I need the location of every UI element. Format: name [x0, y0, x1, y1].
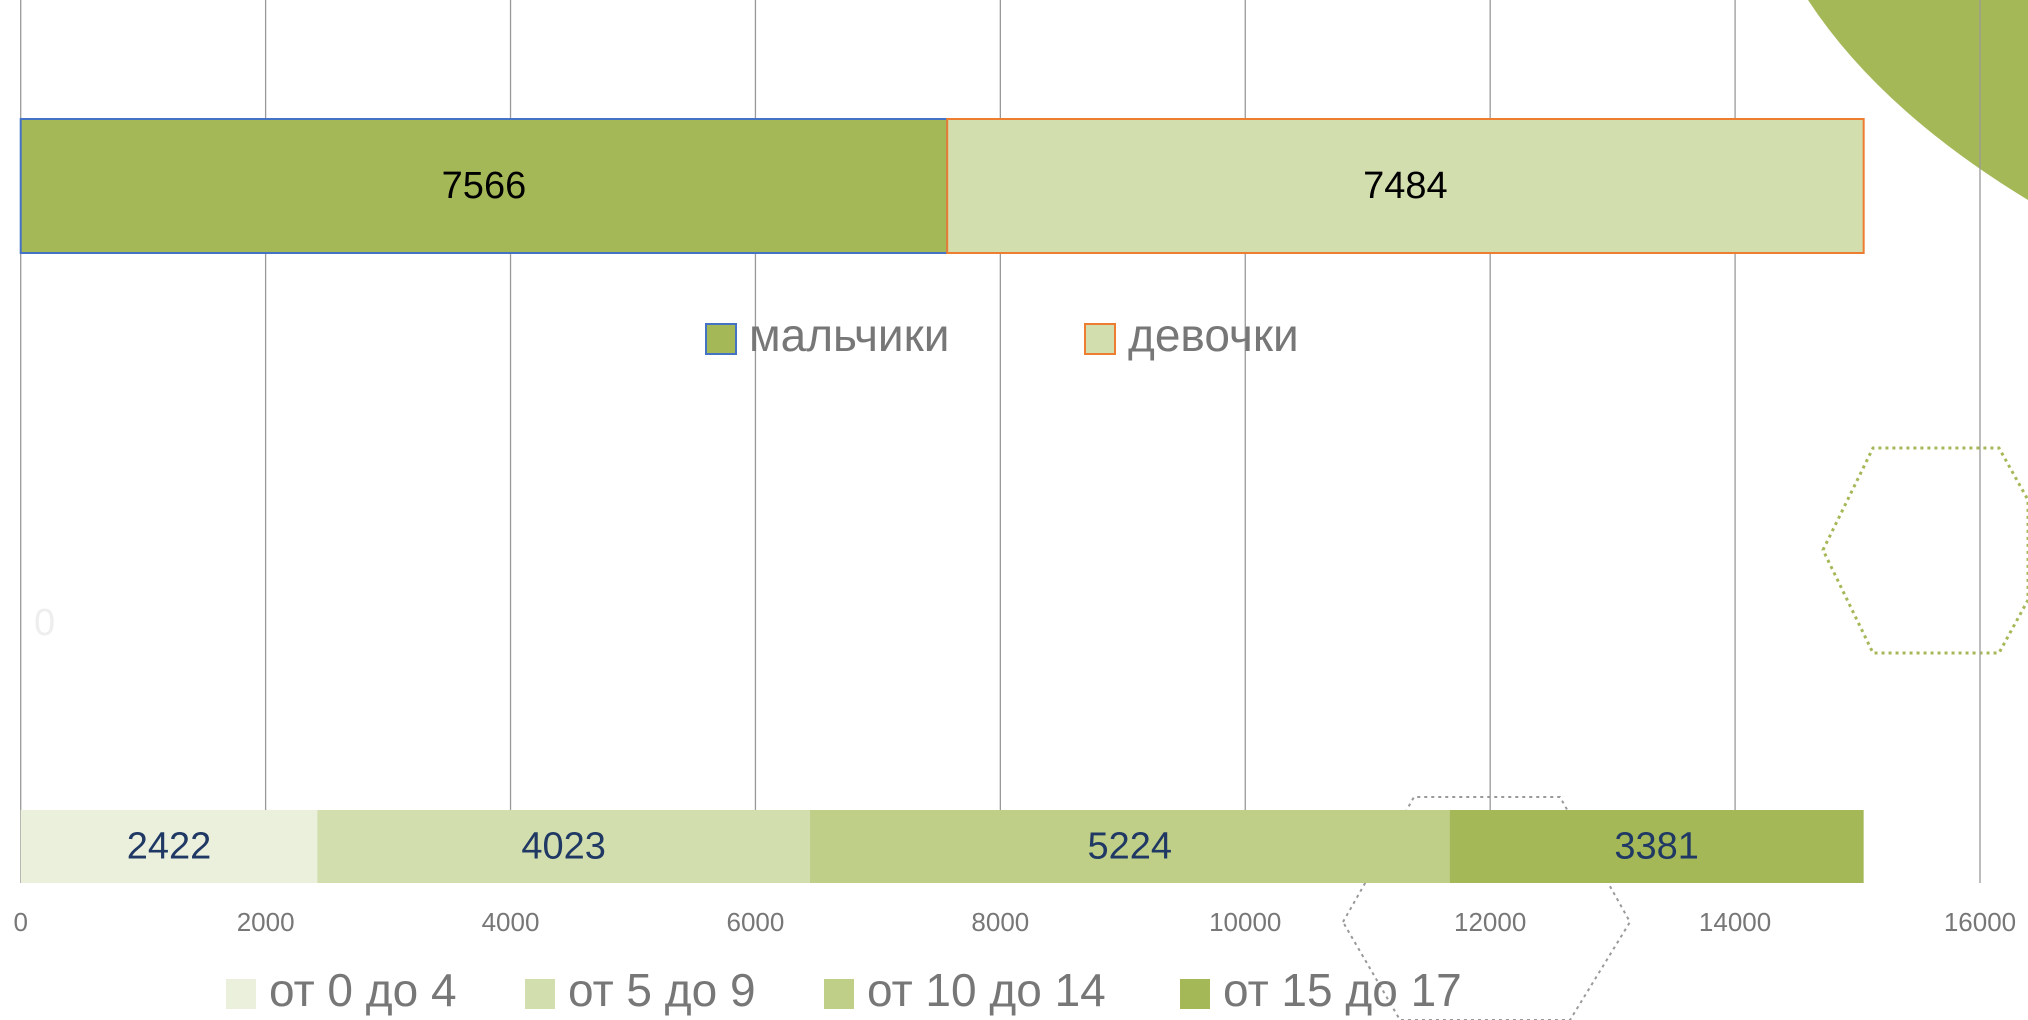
legend-swatch: [1085, 324, 1115, 354]
page: 0 2000 4000 6000 8000 10000 12000 14000 16000 756…: [0, 0, 2028, 1020]
x-tick-label: 6000: [727, 907, 785, 937]
x-tick-label: 2000: [237, 907, 295, 937]
legend-label: мальчики: [749, 309, 949, 361]
data-label: 7484: [1363, 165, 1448, 207]
legend-swatch: [706, 324, 736, 354]
x-tick-label: 12000: [1454, 907, 1526, 937]
legend-swatch: [824, 979, 854, 1009]
legend-label: от 15 до 17: [1223, 964, 1462, 1016]
x-tick-label: 8000: [971, 907, 1029, 937]
x-tick-label: 4000: [482, 907, 540, 937]
data-label: 7566: [442, 165, 527, 207]
legend-swatch: [525, 979, 555, 1009]
marks: 0 2000 4000 6000 8000 10000 12000 14000 16000 756…: [13, 119, 2016, 1016]
data-label: 3381: [1614, 826, 1699, 868]
x-tick-label: 0: [13, 907, 27, 937]
x-tick-label: 16000: [1944, 907, 2016, 937]
legend-swatch: [226, 979, 256, 1009]
data-label: 2422: [127, 826, 212, 868]
legend-label: от 0 до 4: [269, 964, 457, 1016]
x-tick-label: 10000: [1209, 907, 1281, 937]
x-tick-label: 14000: [1699, 907, 1771, 937]
legend-label: от 5 до 9: [568, 964, 756, 1016]
legend-label: от 10 до 14: [867, 964, 1106, 1016]
legend-swatch: [1180, 979, 1210, 1009]
legend-label: девочки: [1128, 309, 1299, 361]
annotation: 0: [34, 602, 55, 644]
decor-hexagon: [1823, 448, 2028, 653]
data-label: 4023: [521, 826, 606, 868]
chart: 0 2000 4000 6000 8000 10000 12000 14000 16000 756…: [0, 0, 2028, 1020]
data-label: 5224: [1088, 826, 1173, 868]
